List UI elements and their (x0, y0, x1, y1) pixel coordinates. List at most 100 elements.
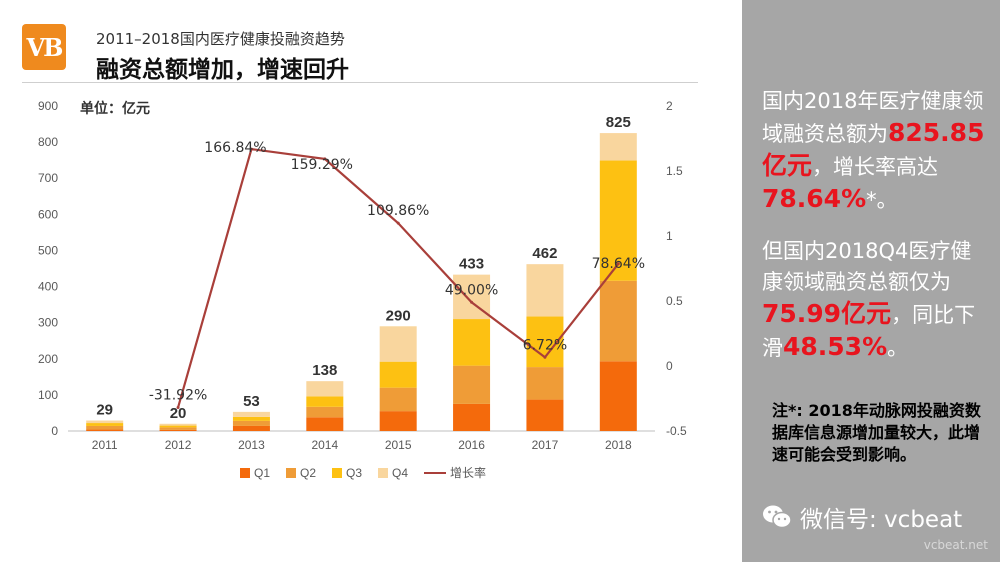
legend-label-growth: 增长率 (450, 465, 486, 480)
chart-subtitle: 2011–2018国内医疗健康投融资趋势 (96, 30, 345, 48)
wechat-text: 微信号: vcbeat (800, 507, 963, 533)
bar-q2-2017 (526, 367, 564, 400)
bar-q3-2012 (159, 425, 197, 428)
y-left-tick-label: 200 (38, 352, 58, 366)
bar-q4-2011 (86, 420, 124, 424)
bar-q3-2016 (453, 319, 491, 366)
bar-total-label: 290 (386, 307, 411, 324)
bar-q1-2017 (526, 399, 564, 431)
bar-total-label: 53 (243, 393, 260, 410)
y-left-tick-label: 600 (38, 207, 58, 221)
y-left-tick-label: 900 (38, 99, 58, 113)
chart-title: 融资总额增加，增速回升 (96, 57, 349, 83)
growth-rate-label: 109.86% (367, 203, 429, 219)
title-divider (22, 82, 698, 83)
bar-q4-2015 (379, 326, 417, 362)
x-tick-label: 2014 (311, 438, 338, 452)
growth-rate-label: 166.84% (204, 140, 266, 156)
stacked-bar-line-chart: 0 100 200 300 400 500 600 700 800 900 -0.5 0 0.5 1 1.5… (38, 99, 687, 480)
growth-rate-label: 49.00% (445, 282, 498, 298)
growth-rate-point (323, 157, 327, 161)
legend-swatch-q4 (378, 468, 388, 478)
x-tick-label: 2018 (605, 438, 632, 452)
bar-q4-2012 (159, 423, 197, 426)
y-right-tick-label: 2 (666, 99, 673, 113)
bar-total-label: 825 (606, 114, 631, 131)
bar-q4-2018 (599, 133, 637, 161)
side-text: 国内2018年医疗健康领域融资总额为 (762, 89, 984, 146)
y-left-tick-label: 400 (38, 280, 58, 294)
bar-q1-2018 (599, 361, 637, 431)
legend-label-q3: Q3 (346, 466, 362, 480)
legend-label-q2: Q2 (300, 466, 316, 480)
bar-q2-2014 (306, 406, 344, 418)
bar-total-label: 138 (312, 362, 337, 379)
growth-rate-label: -31.92% (149, 387, 207, 403)
legend-swatch-q3 (332, 468, 342, 478)
growth-rate-highlight: 78.64% (762, 184, 867, 213)
wechat-id: 微信号: vcbeat (762, 500, 997, 534)
y-left-tick-label: 500 (38, 243, 58, 257)
bar-q4-2013 (232, 411, 270, 417)
bar-total-label: 29 (96, 402, 113, 419)
y-left-tick-label: 0 (51, 424, 58, 438)
bar-total-label: 433 (459, 256, 484, 273)
side-text: 但国内2018Q4医疗健康领域融资总额仅为 (762, 239, 972, 294)
bar-q1-2015 (379, 411, 417, 431)
x-tick-label: 2013 (238, 438, 265, 452)
y-right-tick-label: 0.5 (666, 294, 683, 308)
bar-q3-2013 (232, 416, 270, 421)
bar-q3-2015 (379, 361, 417, 388)
y-left-tick-label: 700 (38, 171, 58, 185)
bar-q2-2011 (86, 425, 124, 430)
watermark: vcbeat.net (923, 538, 988, 552)
legend-swatch-q1 (240, 468, 250, 478)
side-text: ，同比下滑 (762, 303, 976, 360)
bar-q1-2011 (86, 429, 124, 431)
legend-label-q4: Q4 (392, 466, 408, 480)
total-value-highlight: 825.85亿元 (762, 118, 985, 180)
bar-q2-2015 (379, 387, 417, 412)
wechat-icon (762, 503, 792, 531)
y-right-tick-label: -0.5 (666, 424, 687, 438)
side-text: 。 (887, 336, 909, 360)
x-tick-label: 2016 (458, 438, 485, 452)
y-right-tick-label: 1.5 (666, 164, 683, 178)
unit-label: 单位：亿元 (80, 100, 150, 117)
bar-q1-2012 (159, 429, 197, 431)
x-tick-label: 2017 (532, 438, 559, 452)
bar-q2-2013 (232, 420, 270, 426)
bar-q2-2018 (599, 280, 637, 362)
x-tick-label: 2012 (165, 438, 192, 452)
y-right-tick-label: 1 (666, 229, 673, 243)
bar-q4-2014 (306, 381, 344, 397)
legend-swatch-q2 (286, 468, 296, 478)
growth-rate-label: 78.64% (592, 256, 645, 272)
side-text: ，增长率高达 (812, 155, 939, 179)
decline-rate-highlight: 48.53% (783, 332, 888, 361)
vb-logo: VB (22, 24, 66, 70)
legend-label-q1: Q1 (254, 466, 270, 480)
bar-q2-2016 (453, 365, 491, 404)
bar-total-label: 20 (170, 405, 187, 422)
q4-value-highlight: 75.99亿元 (762, 299, 892, 328)
bar-q3-2011 (86, 423, 124, 426)
growth-rate-point (543, 355, 547, 359)
side-panel: 国内2018年医疗健康领域融资总额为825.85亿元，增长率高达 78.64%*。… (742, 0, 1000, 562)
logo-text: VB (26, 32, 64, 62)
growth-rate-point (249, 147, 253, 151)
bar-q3-2018 (599, 160, 637, 281)
footnote: 注*: 2018年动脉网投融资数据库信息源增加量较大，此增速可能会受到影响。 (772, 401, 981, 464)
y-left-tick-label: 800 (38, 135, 58, 149)
y-left-tick-label: 100 (38, 388, 58, 402)
x-tick-label: 2015 (385, 438, 412, 452)
growth-rate-label: 159.29% (291, 157, 353, 173)
x-tick-label: 2011 (92, 438, 118, 452)
bar-q1-2014 (306, 417, 344, 431)
growth-rate-point (396, 221, 400, 225)
bar-total-label: 462 (532, 245, 557, 262)
y-left-tick-label: 300 (38, 316, 58, 330)
side-paragraph-q4: 但国内2018Q4医疗健康领域融资总额仅为 75.99亿元，同比下滑48.53%。 (762, 236, 992, 364)
bar-q2-2012 (159, 427, 197, 430)
side-paragraph-total: 国内2018年医疗健康领域融资总额为825.85亿元，增长率高达 78.64%*。 (762, 86, 992, 216)
